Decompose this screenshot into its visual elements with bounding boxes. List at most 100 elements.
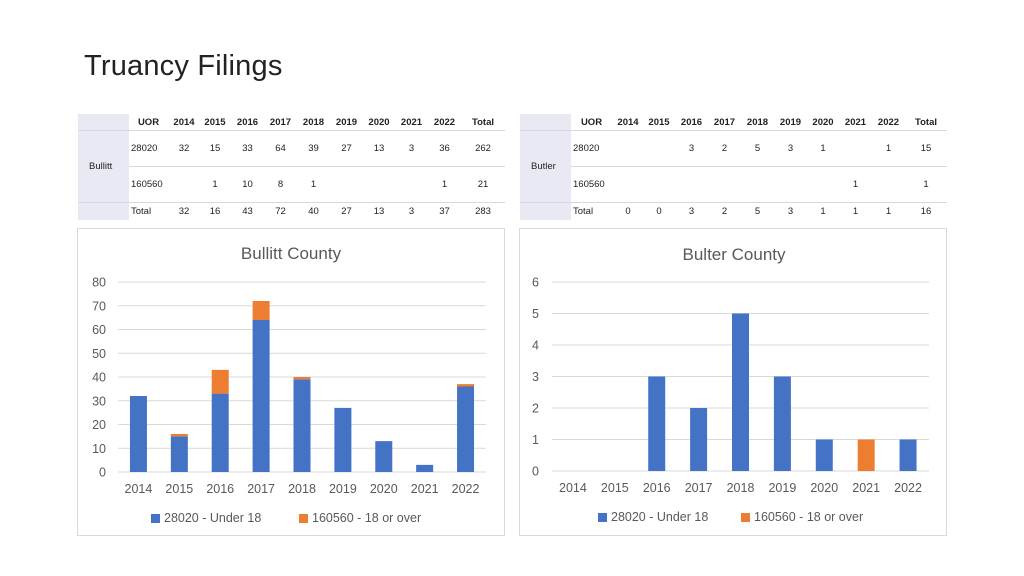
table-cell: 27 [330, 130, 363, 167]
column-header: 2020 [362, 114, 396, 131]
uor-cell: 160560 [128, 166, 169, 203]
column-header: 2019 [330, 114, 363, 131]
table-cell: 1 [296, 166, 331, 203]
x-tick-label: 2022 [894, 481, 922, 495]
table-row: 160560 1 10 8 1 1 21 [79, 166, 505, 203]
y-tick-label: 1 [532, 433, 539, 447]
table-row: Butler 28020 3 2 5 3 1 1 15 [520, 130, 947, 203]
y-tick-label: 60 [92, 323, 106, 337]
y-tick-label: 5 [532, 307, 539, 321]
y-tick-label: 0 [99, 466, 106, 480]
bar-series-1 [293, 379, 311, 472]
county-cell-blank [78, 114, 129, 131]
column-header: 2017 [264, 114, 297, 131]
butler-filings-table: UOR 2014 2015 2016 2017 2018 2019 2020 2021 2022 T… [520, 114, 947, 220]
total-cell: 72 [264, 202, 297, 220]
table-cell: 33 [230, 130, 265, 167]
table-header-row: UOR 2014 2015 2016 2017 2018 2019 2020 2021 2022 T… [520, 114, 947, 131]
y-tick-label: 50 [92, 347, 106, 361]
total-cell: 40 [296, 202, 331, 220]
table-cell: 64 [264, 130, 297, 167]
legend-swatch [151, 514, 160, 523]
legend-label: 28020 - Under 18 [611, 510, 708, 524]
county-name-cell: Bullitt [78, 130, 129, 203]
table-cell: 15 [199, 130, 231, 167]
table-cell [168, 166, 200, 203]
column-header: Total [905, 114, 947, 131]
column-header: 2014 [612, 114, 644, 131]
column-header: 2019 [774, 114, 807, 131]
table-cell: 1 [427, 166, 462, 203]
x-tick-label: 2015 [165, 482, 193, 496]
total-cell: 3 [674, 202, 709, 220]
y-tick-label: 70 [92, 299, 106, 313]
table-cell [774, 166, 807, 203]
legend-swatch [741, 513, 750, 522]
bar-series-1 [170, 436, 188, 472]
legend-label: 160560 - 18 or over [754, 510, 863, 524]
y-tick-label: 2 [532, 402, 539, 416]
bar-series-1 [690, 408, 708, 471]
table-row: 160560 1 1 [521, 166, 947, 203]
table-row: Bullitt 28020 32 15 33 64 39 27 13 3 36 262 [78, 130, 505, 203]
x-tick-label: 2020 [370, 482, 398, 496]
y-tick-label: 10 [92, 442, 106, 456]
uor-cell: 160560 [570, 166, 613, 203]
table-cell: 262 [461, 130, 505, 167]
table-cell [871, 166, 906, 203]
y-tick-label: 80 [92, 276, 106, 290]
table-cell [740, 166, 775, 203]
table-cell [395, 166, 428, 203]
total-cell: 283 [461, 202, 505, 220]
total-cell: 1 [806, 202, 840, 220]
bar-series-1 [815, 439, 833, 471]
bar-series-2 [211, 369, 229, 394]
x-tick-label: 2014 [559, 481, 587, 495]
y-tick-label: 20 [92, 418, 106, 432]
bar-series-2 [857, 439, 875, 471]
table-cell [708, 166, 741, 203]
table-header-row: UOR 2014 2015 2016 2017 2018 2019 2020 2021 2022 T… [78, 114, 505, 131]
table-cell [612, 166, 644, 203]
x-tick-label: 2014 [125, 482, 153, 496]
total-cell: 13 [362, 202, 396, 220]
butler-chart-panel: Bulter County 0 1 2 3 4 5 6 2014 2015 2016 2017 2018… [519, 228, 947, 536]
x-tick-label: 2018 [727, 481, 755, 495]
x-tick-label: 2015 [601, 481, 629, 495]
table-cell [839, 130, 872, 167]
column-header: 2016 [230, 114, 265, 131]
column-header: 2022 [427, 114, 462, 131]
bar-series-1 [773, 376, 791, 471]
column-header: 2014 [168, 114, 200, 131]
column-header: 2021 [839, 114, 872, 131]
table-cell [362, 166, 396, 203]
x-tick-label: 2022 [452, 482, 480, 496]
column-header: 2015 [643, 114, 675, 131]
total-cell: 1 [871, 202, 906, 220]
total-cell: 0 [612, 202, 644, 220]
table-cell [643, 166, 675, 203]
column-header: 2017 [708, 114, 741, 131]
table-cell: 5 [740, 130, 775, 167]
bar-series-1 [899, 439, 917, 471]
column-header: 2018 [296, 114, 331, 131]
x-tick-label: 2018 [288, 482, 316, 496]
y-tick-label: 0 [532, 465, 539, 479]
x-tick-label: 2016 [206, 482, 234, 496]
chart-title: Bullitt County [241, 244, 342, 263]
table-cell [643, 130, 675, 167]
bar-series-2 [457, 384, 475, 387]
butler-county-chart: Bulter County 0 1 2 3 4 5 6 2014 2015 2016 2017 2018… [532, 245, 929, 524]
total-cell: 43 [230, 202, 265, 220]
table-cell: 32 [168, 130, 200, 167]
column-header: UOR [570, 114, 613, 131]
x-tick-label: 2019 [329, 482, 357, 496]
table-cell [612, 130, 644, 167]
table-cell: 1 [905, 166, 947, 203]
x-tick-label: 2021 [852, 481, 880, 495]
bar-series-1 [375, 441, 393, 472]
bullitt-chart-panel: Bullitt County 0 10 20 30 40 50 60 70 80 2014 2015 2… [77, 228, 505, 536]
bullitt-filings-table: UOR 2014 2015 2016 2017 2018 2019 2020 2021 2022 T… [78, 114, 505, 220]
chart-title: Bulter County [683, 245, 786, 264]
y-tick-label: 30 [92, 394, 106, 408]
